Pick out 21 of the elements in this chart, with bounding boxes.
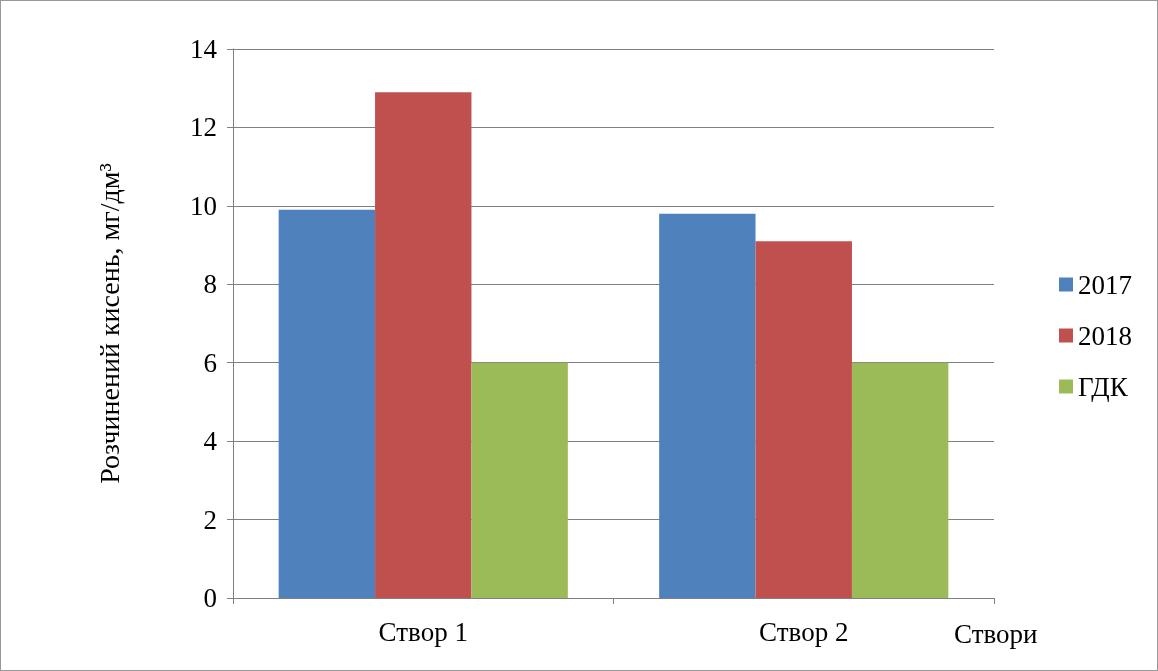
y-axis-title: Розчинений кисень, мг/дм³ — [93, 163, 125, 484]
x-axis-title: Створи — [954, 618, 1038, 649]
y-tick-label: 6 — [203, 347, 217, 378]
legend-label: 2017 — [1078, 269, 1132, 300]
bar — [471, 362, 568, 598]
y-tick-label: 0 — [203, 583, 217, 613]
legend-label: 2018 — [1078, 320, 1132, 351]
x-tick-label: Створ 2 — [759, 616, 849, 647]
bar — [278, 209, 376, 598]
y-tick-label: 12 — [190, 112, 217, 143]
y-tick-label: 8 — [203, 269, 217, 300]
bar — [659, 213, 756, 598]
y-tick-label: 14 — [190, 34, 218, 64]
bar — [851, 362, 949, 598]
y-tick-label: 4 — [203, 426, 218, 457]
bar — [755, 241, 852, 598]
y-tick-label: 10 — [190, 190, 217, 221]
y-tick-label: 2 — [203, 504, 217, 535]
bar — [375, 92, 472, 598]
x-tick-label: Створ 1 — [378, 616, 468, 647]
legend-label: ГДК — [1078, 371, 1129, 402]
